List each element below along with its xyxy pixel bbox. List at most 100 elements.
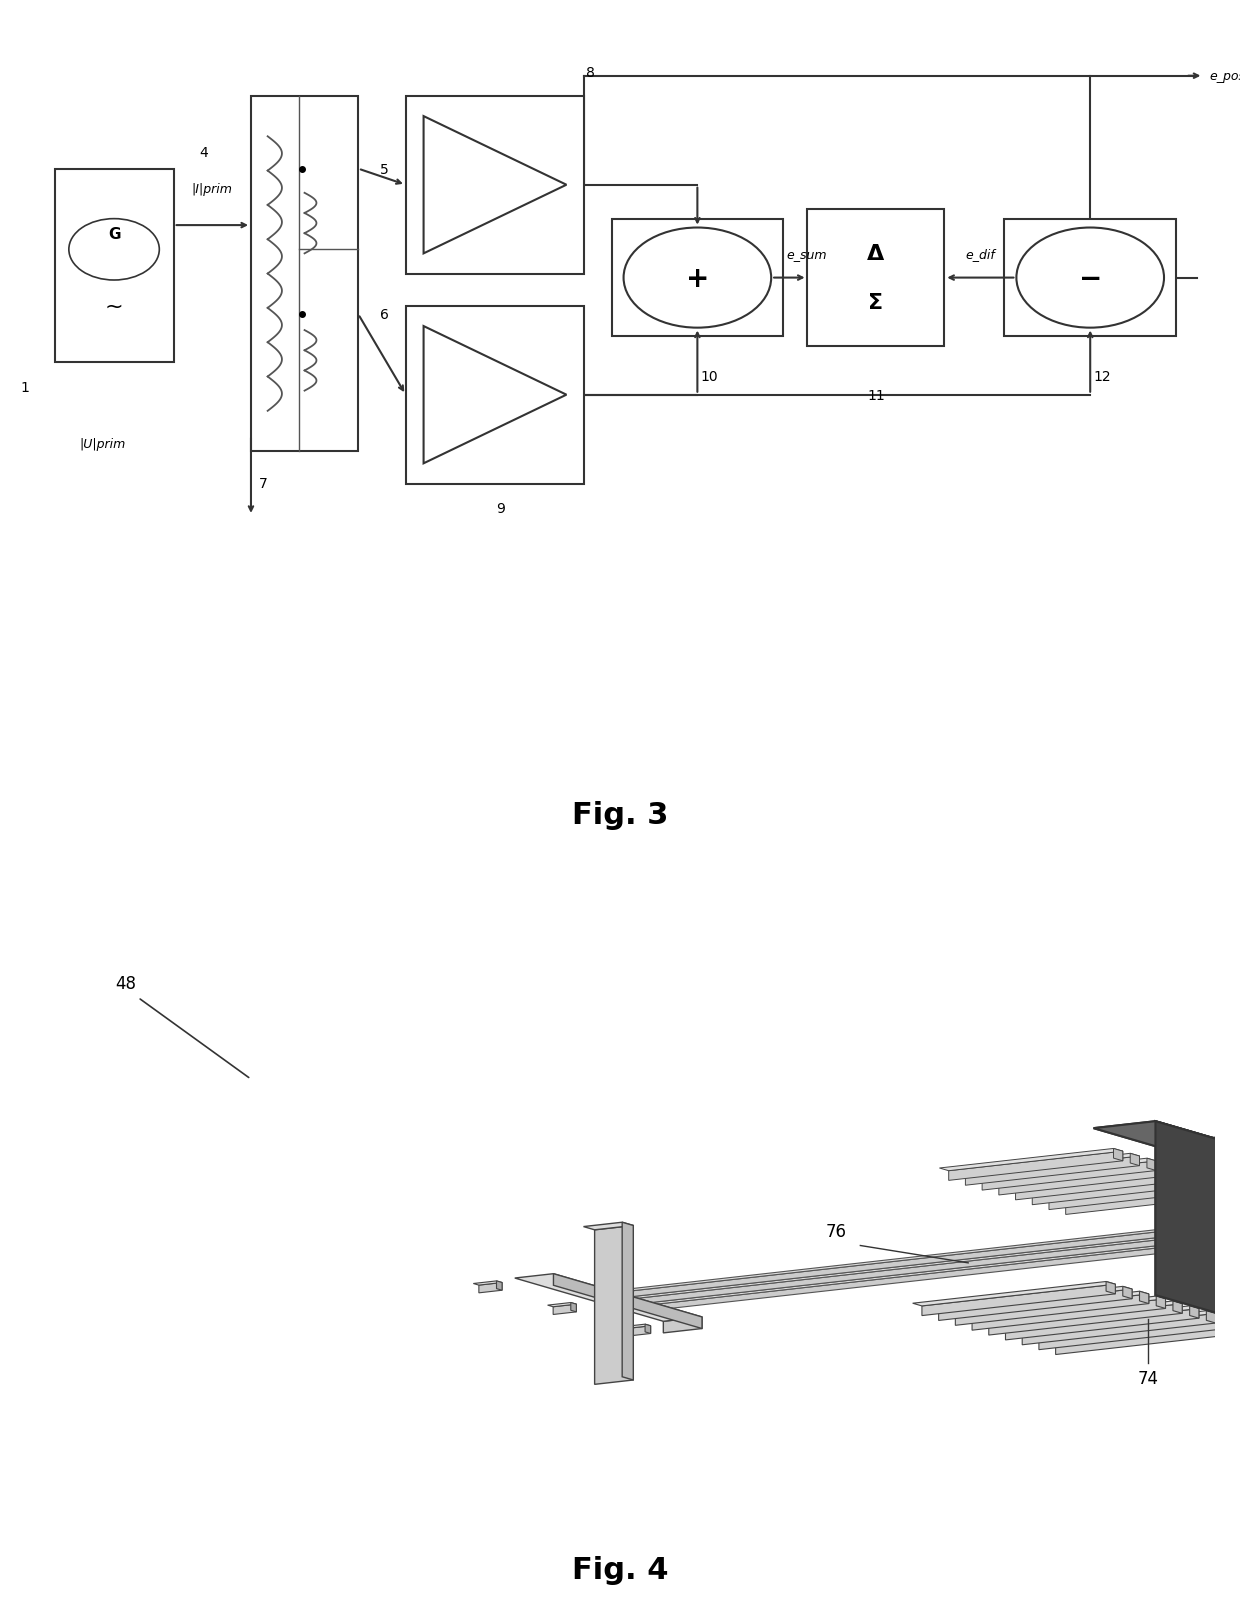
Text: +: + (686, 265, 709, 292)
Polygon shape (1176, 1122, 1240, 1144)
Polygon shape (1228, 1270, 1240, 1302)
Polygon shape (966, 1156, 1140, 1186)
Polygon shape (496, 1282, 502, 1291)
Polygon shape (1140, 1291, 1148, 1304)
Polygon shape (622, 1222, 634, 1380)
Polygon shape (1007, 1169, 1189, 1191)
Polygon shape (1218, 1135, 1240, 1164)
Text: 76: 76 (826, 1222, 847, 1240)
Polygon shape (1094, 1122, 1240, 1177)
Polygon shape (955, 1294, 1148, 1325)
Polygon shape (595, 1225, 634, 1385)
Polygon shape (990, 1164, 1173, 1186)
Polygon shape (515, 1273, 702, 1322)
Polygon shape (1168, 1252, 1240, 1277)
Polygon shape (553, 1304, 577, 1315)
Polygon shape (1207, 1311, 1215, 1323)
Polygon shape (622, 1230, 1240, 1306)
Polygon shape (1094, 1122, 1240, 1177)
Polygon shape (548, 1302, 577, 1307)
Polygon shape (1049, 1180, 1223, 1210)
Polygon shape (424, 118, 567, 255)
Polygon shape (1218, 1267, 1240, 1293)
Polygon shape (1225, 1136, 1240, 1159)
Bar (405, 97, 584, 274)
Polygon shape (1230, 1183, 1240, 1194)
Polygon shape (962, 1296, 1166, 1320)
Text: −: − (1079, 265, 1102, 292)
Polygon shape (611, 1222, 1236, 1293)
Polygon shape (1236, 1228, 1240, 1236)
Polygon shape (622, 1236, 1240, 1307)
Polygon shape (1202, 1130, 1240, 1159)
Polygon shape (1022, 1314, 1215, 1344)
Polygon shape (627, 1327, 651, 1336)
Polygon shape (1194, 1261, 1240, 1291)
Polygon shape (996, 1306, 1199, 1330)
Polygon shape (1156, 1122, 1240, 1344)
Text: e_dif: e_dif (966, 247, 996, 261)
Polygon shape (553, 1273, 702, 1328)
Polygon shape (949, 1151, 1122, 1180)
Polygon shape (973, 1159, 1156, 1181)
Polygon shape (1013, 1311, 1215, 1335)
Text: 1: 1 (20, 381, 30, 394)
Text: 6: 6 (379, 308, 388, 321)
Polygon shape (1189, 1306, 1199, 1319)
Polygon shape (1156, 1122, 1240, 1344)
Polygon shape (1180, 1169, 1189, 1180)
Polygon shape (972, 1299, 1166, 1330)
Polygon shape (939, 1290, 1132, 1320)
Text: 5: 5 (379, 163, 388, 176)
Polygon shape (929, 1286, 1132, 1311)
Polygon shape (1029, 1315, 1233, 1340)
Polygon shape (1192, 1127, 1240, 1149)
Circle shape (624, 229, 771, 329)
Polygon shape (1147, 1159, 1156, 1170)
Polygon shape (1016, 1170, 1189, 1201)
Circle shape (1017, 229, 1164, 329)
Polygon shape (663, 1317, 702, 1333)
Polygon shape (1173, 1301, 1182, 1314)
Polygon shape (1039, 1319, 1233, 1349)
Polygon shape (629, 1238, 1240, 1314)
Text: 11: 11 (867, 389, 885, 402)
Text: e_sum: e_sum (786, 247, 827, 261)
Polygon shape (1122, 1286, 1132, 1299)
Polygon shape (1177, 1256, 1240, 1286)
Polygon shape (618, 1228, 1240, 1301)
Text: e_pos: e_pos (1209, 69, 1240, 84)
Text: Σ: Σ (868, 292, 883, 313)
Text: 74: 74 (1137, 1369, 1158, 1386)
Polygon shape (1235, 1139, 1240, 1169)
Polygon shape (1210, 1265, 1240, 1296)
Text: 10: 10 (701, 370, 718, 384)
Polygon shape (1106, 1282, 1115, 1294)
Polygon shape (1209, 1131, 1240, 1154)
Polygon shape (1065, 1186, 1240, 1215)
Bar (405, 307, 584, 484)
Polygon shape (618, 1223, 1236, 1299)
Polygon shape (570, 1302, 577, 1312)
Polygon shape (621, 1325, 651, 1328)
Text: G: G (108, 226, 120, 242)
Polygon shape (1235, 1272, 1240, 1298)
Polygon shape (1184, 1257, 1240, 1282)
Polygon shape (913, 1282, 1115, 1306)
Text: Δ: Δ (867, 244, 884, 265)
Circle shape (69, 220, 159, 281)
Polygon shape (1032, 1175, 1207, 1206)
Polygon shape (1039, 1178, 1223, 1201)
Polygon shape (1130, 1154, 1140, 1165)
Text: |U|prim: |U|prim (79, 437, 125, 450)
Polygon shape (1197, 1173, 1207, 1185)
Polygon shape (584, 1222, 634, 1230)
Bar (250, 97, 358, 452)
Polygon shape (1156, 1296, 1166, 1309)
Text: 12: 12 (1094, 370, 1111, 384)
Polygon shape (424, 328, 567, 465)
Polygon shape (1023, 1173, 1207, 1196)
Polygon shape (940, 1149, 1122, 1172)
Text: 7: 7 (258, 478, 268, 491)
Polygon shape (946, 1291, 1148, 1315)
